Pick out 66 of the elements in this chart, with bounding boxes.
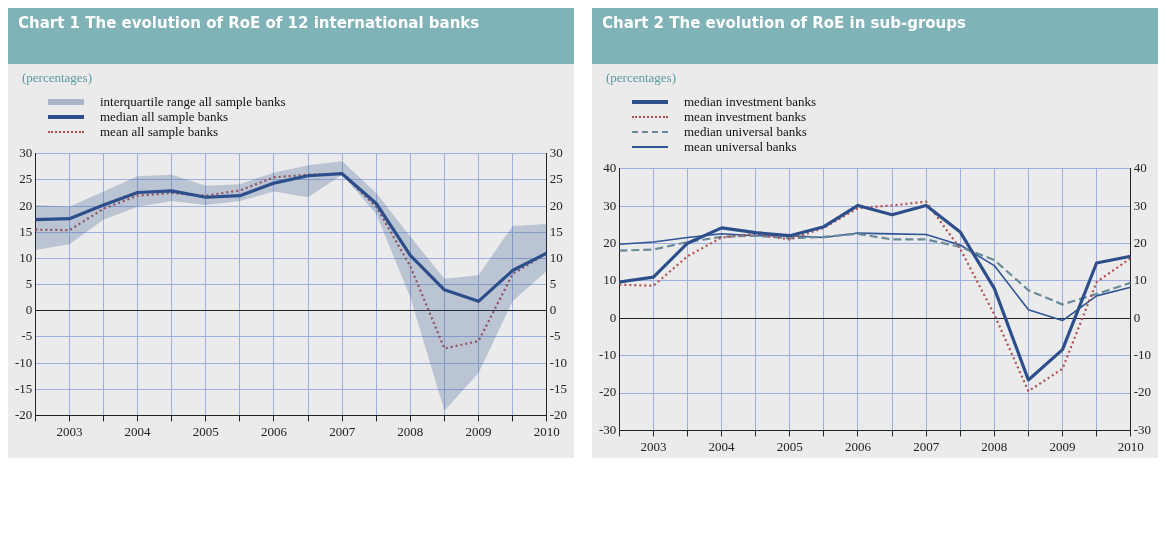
x-tick-label: 2006	[260, 423, 288, 439]
y-tick-label: -5	[21, 328, 33, 344]
y2-tick-label: 10	[1133, 272, 1147, 288]
y2-tick-label: 15	[549, 223, 563, 239]
y-tick-label: 15	[19, 223, 33, 239]
legend-label: median universal banks	[684, 124, 807, 139]
y2-tick-label: 10	[549, 249, 563, 265]
y-tick-label: -30	[598, 421, 617, 437]
chart-subtitle: (percentages)	[605, 69, 677, 86]
y-tick-label: -10	[14, 354, 33, 370]
legend-label: mean universal banks	[684, 139, 797, 154]
y-tick-label: 25	[19, 171, 33, 187]
y-tick-label: 30	[19, 145, 33, 161]
x-tick-label: 2007	[329, 423, 356, 439]
legend-label: median investment banks	[684, 94, 817, 109]
x-tick-label: 2010	[1117, 438, 1144, 454]
y2-tick-label: 0	[1133, 309, 1141, 325]
y-tick-label: 10	[19, 249, 33, 265]
y-tick-label: 20	[19, 197, 33, 213]
y2-tick-label: 20	[1133, 234, 1147, 250]
y2-tick-label: -10	[1133, 347, 1152, 363]
x-tick-label: 2009	[465, 423, 492, 439]
y-tick-label: 40	[603, 160, 617, 176]
y2-tick-label: -30	[1133, 421, 1152, 437]
text: interquartile range all sample banks	[100, 94, 286, 109]
y-tick-label: -20	[14, 406, 33, 422]
chart-subtitle: (percentages)	[21, 69, 93, 86]
y2-tick-label: 40	[1133, 160, 1147, 176]
y2-tick-label: 20	[549, 197, 563, 213]
y2-tick-label: 0	[549, 302, 557, 318]
legend-label: median all sample banks	[100, 109, 229, 124]
x-tick-label: 2008	[397, 423, 424, 439]
x-tick-label: 2007	[913, 438, 940, 454]
y2-tick-label: -15	[549, 380, 568, 396]
chart-title: Chart 1 The evolution of RoE of 12 international banks	[8, 8, 574, 64]
y-tick-label: -10	[598, 347, 617, 363]
legend-label: mean all sample banks	[100, 124, 219, 139]
x-tick-label: 2006	[844, 438, 872, 454]
y2-tick-label: 30	[549, 145, 563, 161]
x-tick-label: 2009	[1049, 438, 1076, 454]
x-tick-label: 2003	[640, 438, 667, 454]
legend-label: mean investment banks	[684, 109, 807, 124]
x-tick-label: 2003	[56, 423, 83, 439]
x-tick-label: 2004	[708, 438, 736, 454]
y-tick-label: 0	[609, 309, 617, 325]
x-tick-label: 2005	[192, 423, 219, 439]
y2-tick-label: 25	[549, 171, 563, 187]
y2-tick-label: -20	[1133, 384, 1152, 400]
x-tick-label: 2010	[533, 423, 560, 439]
y2-tick-label: -10	[549, 354, 568, 370]
y2-tick-label: -5	[549, 328, 561, 344]
y-tick-label: 0	[25, 302, 33, 318]
y-tick-label: 20	[603, 234, 617, 250]
y-tick-label: -20	[598, 384, 617, 400]
line-series	[619, 232, 1131, 306]
x-tick-label: 2004	[124, 423, 152, 439]
y-tick-label: 10	[603, 272, 617, 288]
y-tick-label: 30	[603, 197, 617, 213]
y-tick-label: 5	[25, 276, 33, 292]
y-tick-label: -15	[14, 380, 33, 396]
y2-tick-label: -20	[549, 406, 568, 422]
y2-tick-label: 5	[549, 276, 557, 292]
y2-tick-label: 30	[1133, 197, 1147, 213]
chart-title: Chart 2 The evolution of RoE in sub-groups	[592, 8, 1158, 64]
x-tick-label: 2008	[981, 438, 1008, 454]
x-tick-label: 2005	[776, 438, 803, 454]
